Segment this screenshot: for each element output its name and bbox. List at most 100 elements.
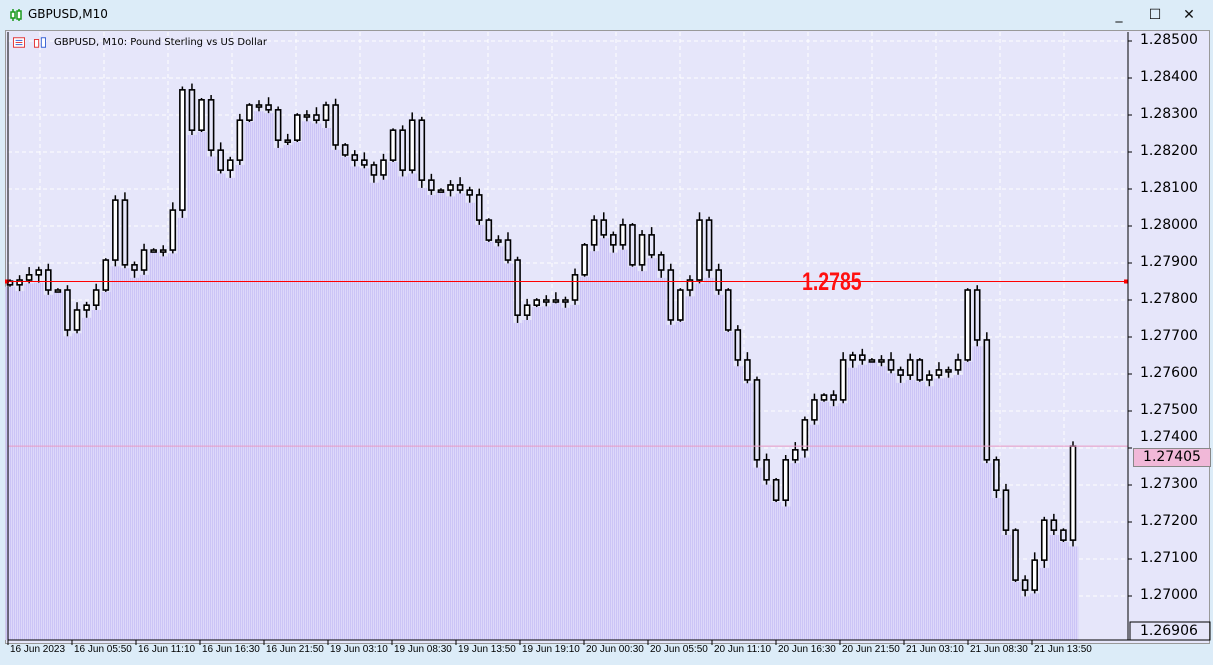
candle [485,219,493,241]
candle [140,249,148,271]
minimize-button[interactable]: _ [1104,4,1134,26]
fill-below-candle [771,502,782,640]
close-button[interactable]: ✕ [1174,4,1204,26]
candle [916,359,924,381]
fill-below-candle [675,321,686,640]
candle [313,114,320,121]
candle [514,259,521,316]
y-tick-label: 1.27400 [1140,429,1198,445]
fill-below-candle [484,241,495,640]
candle [610,234,617,246]
fill-below-candle [43,294,54,640]
candle [16,279,23,286]
candle [169,209,177,251]
y-tick-label: 1.28500 [1140,32,1198,48]
chart-shift-icon[interactable] [34,37,46,48]
candle [456,184,464,191]
fill-below-candle [493,246,504,640]
x-tick-label: 16 Jun 16:30 [202,644,260,655]
y-tick-label: 1.27700 [1140,328,1198,344]
fill-below-candle [972,346,983,640]
fill-below-candle [551,303,562,640]
fill-below-candle [761,484,772,640]
x-tick-label: 19 Jun 19:10 [522,644,580,655]
candle [45,269,52,291]
candle [150,249,157,253]
maximize-icon: ☐ [1148,7,1162,23]
candle [64,289,71,331]
fill-below-candle [436,191,447,640]
y-tick-label: 1.27600 [1140,365,1198,381]
y-tick-label: 1.28100 [1140,180,1198,196]
x-tick-label: 21 Jun 03:10 [906,644,964,655]
candle [198,99,205,131]
y-tick-label: 1.27500 [1140,402,1198,418]
fill-below-candle [215,173,226,640]
candle [887,359,895,371]
fill-below-candle [598,238,610,640]
candle [131,264,138,271]
fill-below-candle [292,142,303,640]
candle [868,359,876,363]
fill-below-candle [1010,581,1021,640]
candle [370,164,378,176]
fill-below-candle [378,179,389,640]
y-tick-label: 1.28400 [1140,69,1198,85]
candle [954,359,962,371]
candle [159,249,167,253]
y-bottom-label: 1.26906 [1140,623,1198,639]
maximize-button[interactable]: ☐ [1140,4,1170,26]
y-tick-label: 1.28200 [1140,143,1198,159]
fill-below-candle [733,366,744,640]
candle [600,219,608,236]
fill-below-candle [522,319,533,640]
fill-below-candle [388,161,399,641]
fill-below-candle [646,258,657,640]
fill-below-candle [847,367,859,640]
fill-below-candle [187,134,198,641]
fill-below-candle [100,291,112,640]
candle [389,129,397,161]
candle [1021,579,1029,591]
chart-symbol-label: GBPUSD, M10: Pound Sterling vs US Dollar [54,37,267,48]
candle [341,144,349,156]
fill-below-candle [905,379,916,640]
candle [744,359,751,381]
candle [265,104,272,111]
x-tick-label: 19 Jun 13:50 [458,644,516,655]
fill-below-candle [330,149,341,640]
fill-below-candle [723,331,734,640]
fill-below-candle [33,282,45,640]
fill-below-candle [1001,534,1012,640]
fill-below-candle [273,147,284,640]
fill-below-candle [474,224,485,640]
fill-below-candle [62,336,73,640]
fill-below-candle [627,266,638,640]
window-title: GBPUSD,M10 [28,7,108,21]
y-tick-label: 1.27000 [1140,587,1198,603]
fill-below-candle [694,283,705,640]
level-line-marker [1124,279,1128,284]
candle [475,194,483,221]
fill-below-candle [81,317,92,640]
fill-below-candle [531,307,542,640]
y-tick-label: 1.28000 [1140,217,1198,233]
candle [380,159,387,176]
candle [437,189,445,193]
fill-below-candle [886,373,897,640]
fill-below-candle [426,194,437,641]
fill-below-candle [618,249,629,640]
fill-below-candle [780,506,791,640]
x-tick-label: 20 Jun 21:50 [842,644,900,655]
candle [188,89,196,131]
candle [25,274,33,281]
trade-panel-icon[interactable] [13,37,25,48]
y-tick-label: 1.27900 [1140,254,1198,270]
fill-below-candle [953,374,964,640]
candle [361,159,368,166]
candle [782,459,790,501]
candle [667,269,675,321]
fill-below-candle [962,361,973,640]
candle [897,369,904,376]
